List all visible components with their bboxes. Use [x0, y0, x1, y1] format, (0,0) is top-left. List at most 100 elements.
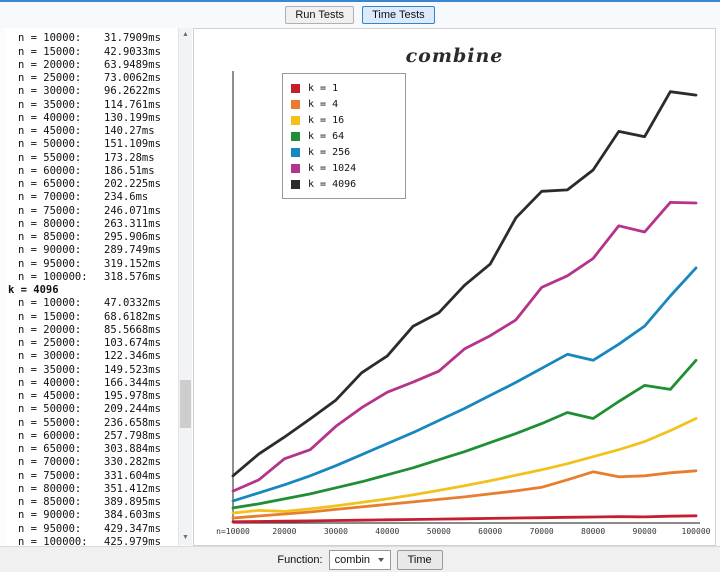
results-entry-n: n = 90000:: [18, 509, 82, 522]
results-entry-time: 68.6182ms: [104, 310, 161, 323]
results-entry-time: 303.884ms: [104, 443, 161, 455]
results-entry: n = 20000: 85.5668ms: [6, 324, 178, 337]
results-entry-time: 186.51ms: [104, 164, 155, 177]
results-entry: n = 15000: 42.9033ms: [6, 46, 178, 59]
legend-item: k = 16: [291, 112, 397, 128]
results-entry: n = 90000: 289.749ms: [6, 244, 178, 257]
time-tests-button[interactable]: Time Tests: [362, 6, 435, 24]
legend-item: k = 4: [291, 96, 397, 112]
results-entry-time: 389.895ms: [104, 496, 161, 508]
results-entry-n: n = 75000:: [18, 204, 82, 217]
legend-label: k = 4: [308, 98, 339, 110]
top-toolbar: Run Tests Time Tests: [0, 2, 720, 28]
bottom-toolbar: Function: combin Time: [0, 546, 720, 572]
results-entry-time: 236.658ms: [104, 416, 161, 429]
results-lines: n = 10000: 31.7909ms n = 15000: 42.9033ms n …: [6, 32, 178, 545]
results-entry: n = 10000: 31.7909ms: [6, 32, 178, 45]
legend-swatch-icon: [291, 83, 300, 93]
legend-rows: k = 1 k = 4 k = 16 k = 64 k = 256 k = 1024 k =…: [291, 80, 397, 192]
svg-text:20000: 20000: [272, 527, 296, 536]
results-entry-n: n = 90000:: [18, 244, 82, 257]
results-entry-n: n = 40000:: [18, 111, 82, 124]
results-entry-n: n = 65000:: [18, 443, 82, 455]
results-entry-time: 73.0062ms: [104, 72, 161, 84]
results-entry-n: n = 15000:: [18, 310, 82, 323]
chart-title: combine: [405, 45, 504, 67]
scroll-thumb[interactable]: [180, 379, 191, 428]
results-entry-time: 114.761ms: [104, 98, 161, 111]
function-select[interactable]: combin: [328, 549, 391, 570]
results-entry-n: n = 60000:: [18, 429, 82, 442]
function-label: Function:: [277, 553, 323, 566]
results-entry-n: n = 10000:: [18, 297, 82, 310]
results-entry-time: 289.749ms: [104, 244, 161, 257]
legend-label: k = 16: [308, 114, 345, 126]
results-entry-time: 246.071ms: [104, 204, 161, 217]
scroll-down-icon[interactable]: ▼: [179, 531, 192, 545]
legend-label: k = 4096: [308, 178, 357, 190]
results-entry-n: n = 30000:: [18, 85, 82, 98]
results-panel[interactable]: k = 1024 n = 10000: 31.7909ms n = 15000: 42…: [6, 28, 192, 545]
results-entry-n: n = 85000:: [18, 496, 82, 508]
legend-item: k = 4096: [291, 176, 397, 192]
results-entry: n = 10000: 47.0332ms: [6, 297, 178, 310]
results-entry-time: 384.603ms: [104, 509, 161, 522]
results-entry-n: n = 70000:: [18, 456, 82, 469]
results-entry-time: 151.109ms: [104, 138, 161, 151]
results-entry: n = 30000: 96.2622ms: [6, 85, 178, 98]
results-entry-time: 122.346ms: [104, 350, 161, 363]
results-entry-time: 234.6ms: [104, 191, 149, 204]
window-top-accent: [0, 0, 720, 2]
time-button[interactable]: Time: [396, 549, 443, 570]
legend-label: k = 1024: [308, 162, 357, 174]
run-tests-button[interactable]: Run Tests: [285, 6, 355, 24]
results-entry-n: n = 55000:: [18, 151, 82, 164]
results-entry-n: n = 50000:: [18, 138, 82, 151]
svg-text:40000: 40000: [375, 527, 399, 536]
legend-label: k = 64: [308, 130, 345, 142]
scroll-up-icon[interactable]: ▲: [179, 28, 192, 42]
results-entry-n: n = 45000:: [18, 125, 82, 137]
results-scrollbar[interactable]: ▲ ▼: [178, 28, 192, 545]
results-entry: n = 90000: 384.603ms: [6, 509, 178, 522]
results-entry-time: 130.199ms: [104, 111, 161, 124]
results-entry-time: 425.979ms: [104, 535, 161, 545]
results-entry-n: n = 95000:: [18, 257, 82, 270]
chart-svg: n=10000 20000 30000 40000 50000 60000 70000 800…: [216, 71, 711, 536]
results-entry-n: n = 95000:: [18, 522, 82, 535]
results-entry: n = 100000: 425.979ms: [6, 536, 178, 545]
results-entry-time: 330.282ms: [104, 456, 161, 469]
legend-swatch-icon: [291, 179, 300, 189]
results-entry: n = 70000: 330.282ms: [6, 456, 178, 469]
results-entry: n = 15000: 68.6182ms: [6, 311, 178, 324]
results-entry-time: 257.798ms: [104, 429, 161, 442]
results-entry: n = 30000: 122.346ms: [6, 350, 178, 363]
svg-text:100000: 100000: [682, 527, 711, 536]
legend-swatch-icon: [291, 99, 300, 109]
legend-label: k = 1: [308, 82, 339, 94]
svg-text:60000: 60000: [478, 527, 502, 536]
legend-swatch-icon: [291, 147, 300, 157]
results-entry-n: n = 75000:: [18, 469, 82, 482]
results-entry: n = 95000: 429.347ms: [6, 523, 178, 536]
results-entry: n = 80000: 351.412ms: [6, 483, 178, 496]
results-entry-n: n = 100000:: [18, 270, 88, 283]
chevron-down-icon: [378, 557, 385, 562]
results-entry-n: n = 35000:: [18, 363, 82, 376]
results-entry-n: n = 35000:: [18, 98, 82, 111]
results-entry-time: 96.2622ms: [104, 85, 161, 98]
results-entry-n: n = 65000:: [18, 178, 82, 190]
results-entry-n: n = 25000:: [18, 72, 82, 84]
results-entry: n = 80000: 263.311ms: [6, 218, 178, 231]
svg-text:30000: 30000: [324, 527, 348, 536]
results-entry-time: 202.225ms: [104, 178, 161, 190]
results-entry-time: 63.9489ms: [104, 58, 161, 71]
results-entry: n = 45000: 195.978ms: [6, 390, 178, 403]
results-entry-time: 149.523ms: [104, 363, 161, 376]
legend-swatch-icon: [291, 115, 300, 125]
results-text: k = 1024 n = 10000: 31.7909ms n = 15000: 42…: [6, 28, 178, 545]
svg-text:70000: 70000: [530, 527, 554, 536]
chart-legend: k = 1 k = 4 k = 16 k = 64 k = 256 k = 1024 k =…: [282, 73, 406, 199]
results-entry-time: 295.906ms: [104, 231, 161, 243]
legend-label: k = 256: [308, 146, 351, 158]
